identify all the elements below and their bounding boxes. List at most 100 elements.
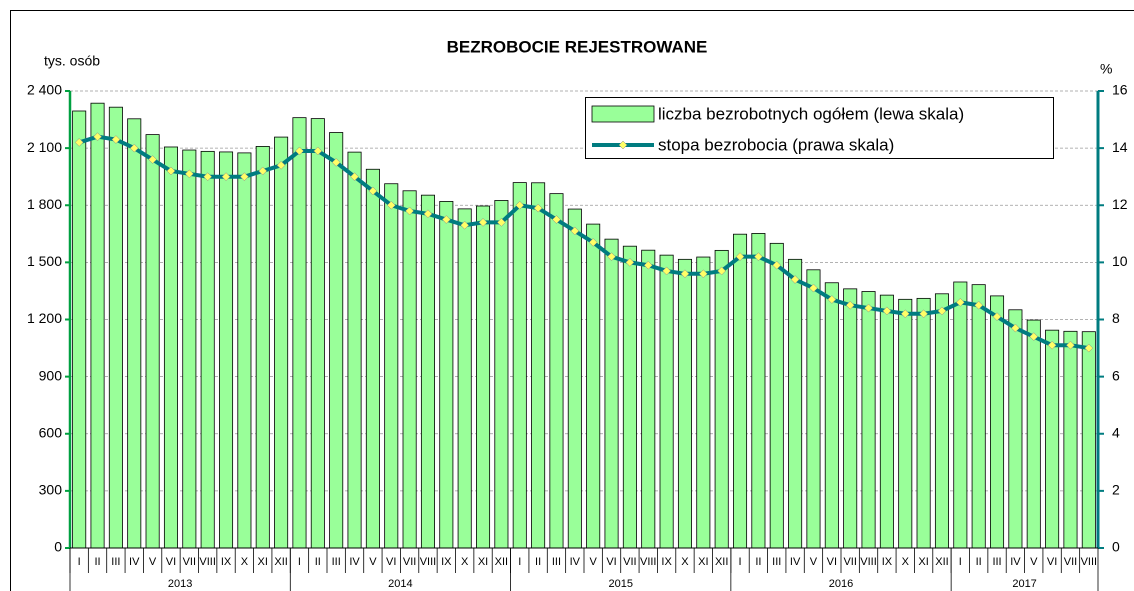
x-tick-label: V [149,556,157,568]
legend-label: liczba bezrobotnych ogółem (lewa skala) [658,104,964,123]
marker [1047,340,1057,350]
marker [955,298,965,307]
x-tick-label: III [111,556,120,568]
bar [219,151,234,549]
x-tick-label: II [755,556,761,568]
marker [625,258,635,267]
marker [882,306,892,316]
bar [108,106,123,549]
bar [843,288,858,549]
x-tick-label: XI [918,556,928,568]
x-tick-label: I [959,556,962,568]
legend-label: stopa bezrobocia (prawa skala) [658,135,894,154]
x-tick-label: X [902,556,910,568]
x-tick-label: IV [570,556,581,568]
x-tick-label: X [681,556,689,568]
bar [622,245,637,549]
x-tick-label: III [332,556,341,568]
group-label: 2017 [1012,578,1036,590]
y2-tick-label: 6 [1112,367,1120,383]
marker [405,206,414,216]
bar [806,269,821,549]
bar [990,295,1005,549]
x-tick-label: XI [698,556,708,568]
bar [476,205,491,549]
bar [237,152,252,549]
x-tick-label: I [78,556,81,568]
marker [698,269,708,279]
bar [90,102,105,549]
marker [74,138,84,147]
marker [148,155,157,164]
marker [735,252,745,262]
bar [274,136,289,549]
bar [953,281,968,549]
marker [184,169,194,179]
y2-tick-label: 14 [1112,139,1128,155]
marker [313,146,323,156]
bar [788,258,803,549]
x-tick-label: X [241,556,249,568]
marker [350,172,359,182]
group-label: 2014 [388,578,412,590]
x-tick-label: IV [129,556,140,568]
bar [329,132,344,549]
marker [864,303,873,313]
marker [533,203,543,213]
y-tick-label: 1 500 [27,253,62,269]
marker [497,218,506,227]
bar [696,256,711,549]
bar [898,298,913,549]
x-tick-label: VIII [199,556,216,568]
marker [331,158,341,167]
marker [203,172,213,182]
group-label: 2013 [168,578,192,590]
marker [258,166,268,176]
bar [604,238,619,549]
marker [643,260,653,270]
bar [457,208,472,549]
bar [163,146,178,549]
bar [127,118,142,549]
bar [347,151,362,549]
marker [552,215,561,224]
chart-title: BEZROBOCIE REJESTROWANE [447,37,708,56]
group-label: 2016 [829,578,853,590]
marker [93,132,102,142]
bar [494,200,509,549]
y2-tick-label: 10 [1112,253,1128,269]
bar [1045,329,1060,549]
marker [129,143,139,153]
marker [166,166,176,176]
marker [937,306,947,316]
marker [441,215,451,224]
y-tick-label: 2 100 [27,139,62,155]
bar [365,168,380,549]
x-tick-label: X [461,556,469,568]
frame [10,10,1134,591]
bar [677,258,692,549]
x-tick-label: III [552,556,561,568]
marker [1066,340,1075,350]
marker [368,186,378,196]
marker [1029,332,1039,341]
bar [824,282,839,549]
x-tick-label: IX [661,556,672,568]
bar [1063,330,1078,549]
marker [809,283,818,293]
marker [221,172,231,182]
legend-box [585,97,1054,159]
bar [200,150,215,549]
x-tick-label: IV [790,556,801,568]
x-tick-label: II [315,556,321,568]
bar [402,190,417,549]
marker [1084,343,1094,353]
x-tick-label: I [518,556,521,568]
x-tick-label: II [94,556,100,568]
marker [974,300,984,310]
marker [570,226,580,236]
y-tick-label: 1 800 [27,196,62,212]
marker [276,160,286,170]
x-tick-label: IV [1010,556,1021,568]
